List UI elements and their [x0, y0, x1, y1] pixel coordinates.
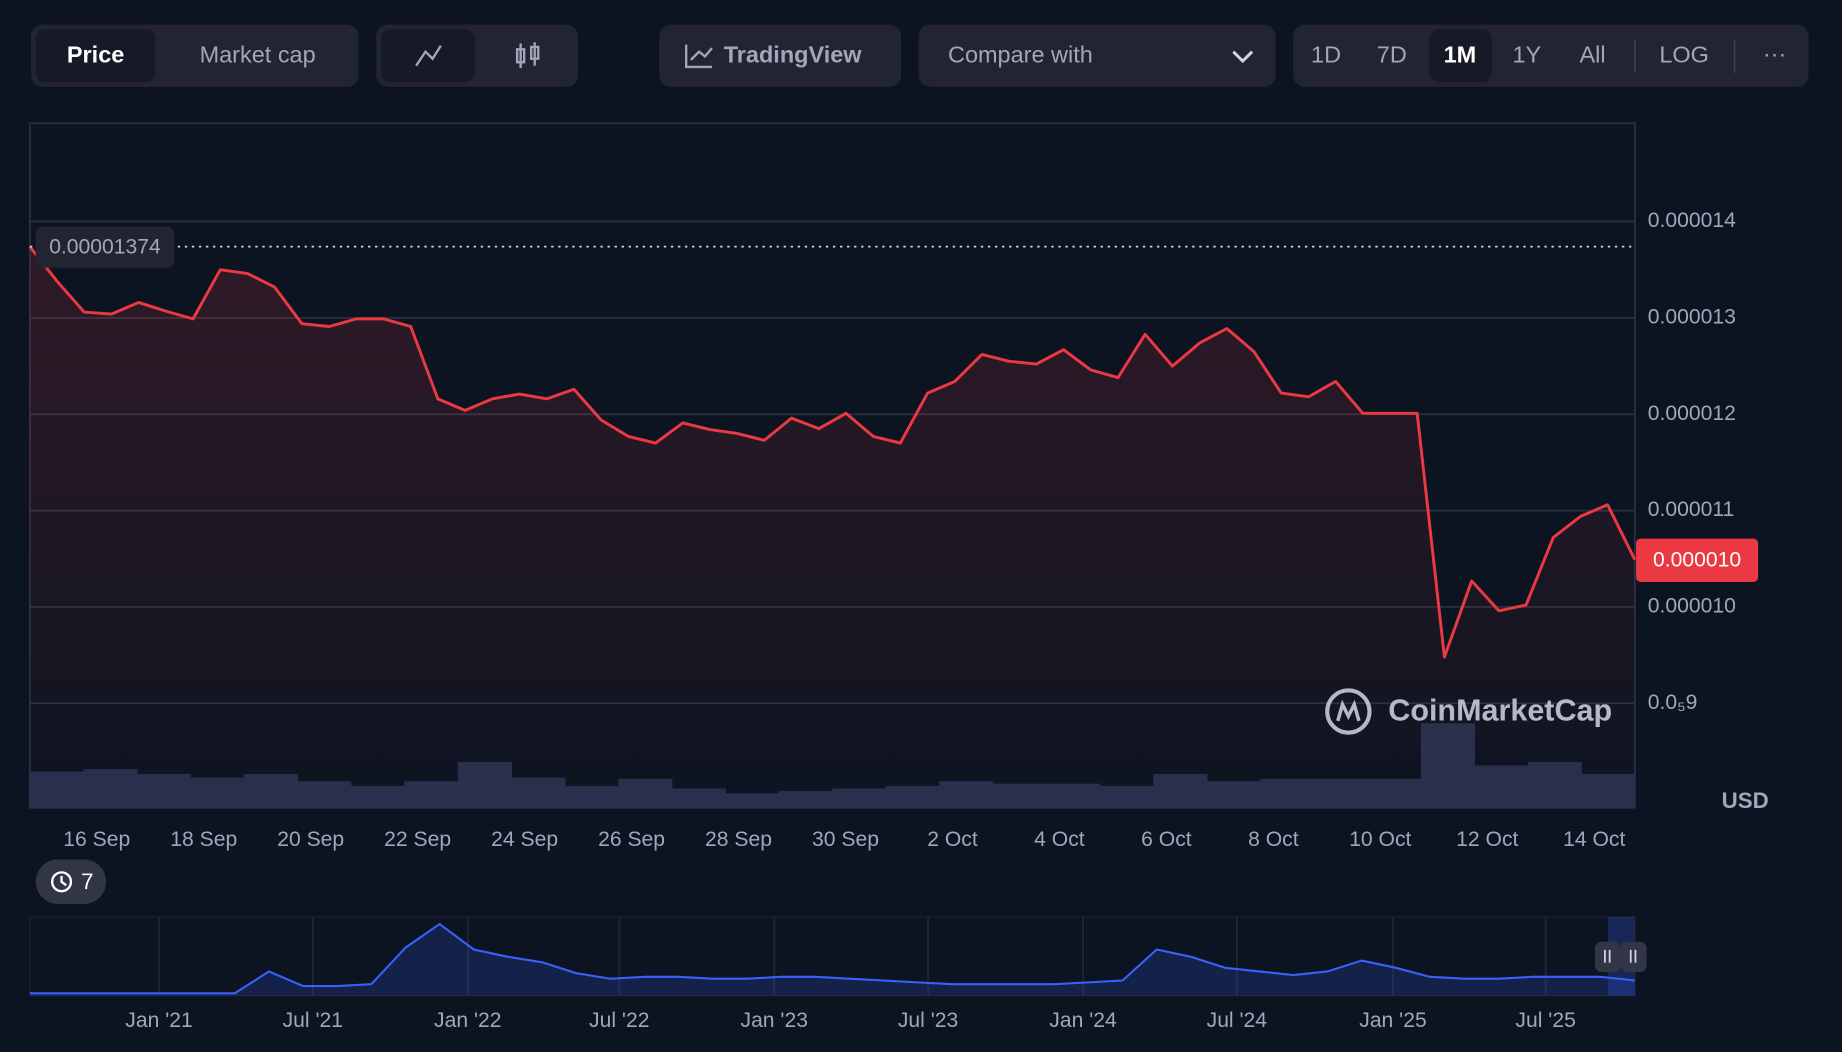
tv-icon [685, 44, 713, 69]
navigator-label: Jul '21 [283, 1009, 343, 1032]
x-tick-label: 8 Oct [1248, 828, 1299, 851]
y-tick-label: 0.000011 [1648, 498, 1735, 521]
y-tick-label: 0.000013 [1648, 305, 1736, 328]
navigator-label: Jan '25 [1359, 1009, 1426, 1032]
y-tick-label: 0.0₅9 [1648, 691, 1698, 714]
x-tick-label: 18 Sep [170, 828, 237, 851]
navigator-label: Jan '22 [434, 1009, 501, 1032]
x-tick-label: 12 Oct [1456, 828, 1518, 851]
chevron [1232, 50, 1254, 64]
x-tick-label: 26 Sep [598, 828, 665, 851]
range[interactable]: 1D [1311, 42, 1341, 68]
y-tick-label: 0.000012 [1648, 402, 1736, 425]
plot: 0.000014 0.000013 0.000012 0.000011 0.000010… [28, 209, 1759, 851]
currency: USD [1722, 788, 1769, 813]
toolbar: Price Market cap TradingView Compare wit… [31, 24, 1809, 87]
x-tick-label: 2 Oct [927, 828, 978, 851]
range[interactable]: 1M [1444, 42, 1477, 68]
navigator-label: Jan '23 [741, 1009, 808, 1032]
navigator-handle[interactable] [1594, 941, 1621, 973]
compare-select[interactable] [918, 24, 1276, 87]
tab[interactable]: Market cap [200, 42, 316, 68]
price-line [28, 245, 1637, 659]
navigator-label: Jul '24 [1207, 1009, 1268, 1032]
x-tick-label: 22 Sep [384, 828, 451, 851]
line-icon [415, 45, 442, 67]
x-tick-label: 30 Sep [812, 828, 879, 851]
tab[interactable]: Price [67, 42, 124, 68]
y-tick-label: 0.000014 [1648, 209, 1736, 232]
history-count[interactable]: 7 [81, 869, 93, 894]
watermark: CoinMarketCap [1325, 688, 1612, 735]
candle-icon[interactable] [515, 42, 540, 69]
navigator: Jan '21 Jul '21 Jan '22 Jul '22 Jan '23 Jul '… [29, 916, 1635, 1032]
line-view[interactable] [380, 29, 475, 83]
open-price-label: 0.00001374 [49, 235, 161, 258]
navigator-label: Jan '21 [125, 1009, 192, 1032]
watermark-text: CoinMarketCap [1388, 694, 1612, 728]
more-button[interactable]: ··· [1763, 40, 1786, 66]
range[interactable]: 7D [1377, 42, 1407, 68]
log-toggle[interactable]: LOG [1659, 42, 1709, 68]
x-tick-label: 24 Sep [491, 828, 558, 851]
x-tick-label: 6 Oct [1141, 828, 1192, 851]
current-price-label: 0.000010 [1653, 548, 1741, 571]
navigator-line [29, 922, 1635, 995]
price-area [29, 246, 1635, 808]
range-group [1293, 24, 1809, 87]
current-price-badge [1636, 538, 1759, 583]
compare-label[interactable]: Compare with [948, 42, 1093, 68]
history-icon [50, 871, 73, 893]
x-tick-label: 16 Sep [63, 828, 130, 851]
open-price-box [35, 226, 175, 268]
x-tick-label: 14 Oct [1563, 828, 1625, 851]
navigator-area [29, 924, 1635, 996]
x-tick-label: 20 Sep [277, 828, 344, 851]
tradingview-label[interactable]: TradingView [724, 42, 863, 68]
y-tick-label: 0.000010 [1648, 594, 1736, 617]
x-tick-label: 4 Oct [1034, 828, 1085, 851]
tab-selected[interactable] [35, 29, 156, 83]
x-tick-label: 28 Sep [705, 828, 772, 851]
range-selected[interactable] [1429, 29, 1492, 83]
navigator-label: Jan '24 [1049, 1009, 1117, 1032]
handle-grip [1604, 949, 1637, 963]
x-tick-label: 10 Oct [1349, 828, 1411, 851]
history-icon [60, 875, 67, 887]
navigator-label: Jul '25 [1515, 1009, 1575, 1032]
navigator-handle[interactable] [1620, 941, 1647, 973]
tradingview-button[interactable] [659, 24, 902, 87]
range[interactable]: All [1580, 42, 1606, 68]
navigator-label: Jul '23 [898, 1009, 958, 1032]
range[interactable]: 1Y [1512, 42, 1541, 68]
navigator-label: Jul '22 [589, 1009, 649, 1032]
tv-icon [690, 47, 713, 61]
